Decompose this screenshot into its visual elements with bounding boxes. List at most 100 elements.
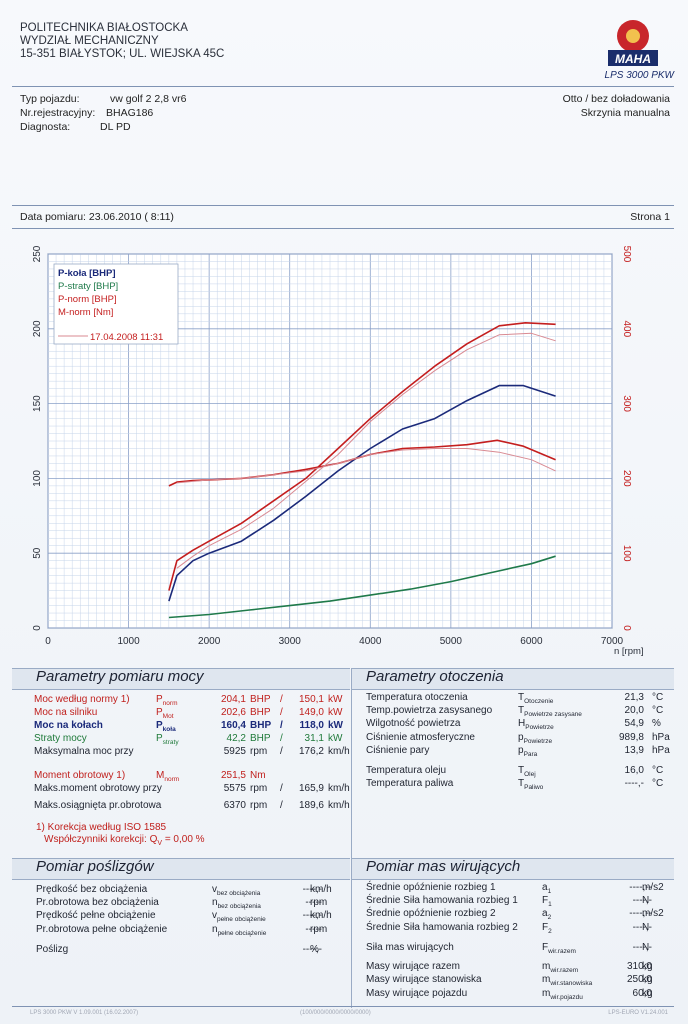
x-tick-label: 2000 [198, 636, 221, 647]
row-label: Straty mocy [34, 733, 87, 744]
row-value: ----,- [632, 942, 652, 953]
value-1: 6370 [223, 800, 246, 811]
row-label: Moment obrotowy 1) [34, 770, 126, 781]
symbol-sub: bez obciążenia [217, 903, 261, 910]
row-unit: hPa [652, 745, 670, 756]
symbol-sub: Mot [162, 713, 174, 720]
legend-entry: P-koła [BHP] [58, 268, 116, 279]
symbol-sub: Paliwo [524, 784, 544, 791]
value-1: 251,5 [220, 770, 246, 781]
column-divider [351, 668, 352, 1008]
symbol-sub: Olej [524, 771, 536, 778]
row-label: Temperatura paliwa [366, 778, 454, 789]
unit-2: km/h [328, 800, 350, 811]
symbol-main: P [156, 707, 163, 718]
symbol-sub: bez obciążenia [217, 890, 261, 897]
symbol: mwir.razem [542, 961, 578, 977]
unit-1: rpm [250, 800, 268, 811]
symbol: Pkoła [156, 720, 176, 736]
org-line-1: POLITECHNIKA BIAŁOSTOCKA [20, 22, 188, 34]
x-tick-label: 6000 [520, 636, 543, 647]
symbol: F1 [542, 895, 552, 911]
symbol-main: n [212, 924, 218, 935]
symbol: mwir.pojazdu [542, 988, 583, 1004]
row-label: Prędkość pełne obciążenie [36, 910, 156, 921]
row-label: Pr.obrotowa bez obciążenia [36, 897, 159, 908]
symbol-main: v [212, 910, 217, 921]
symbol: pPara [518, 745, 537, 761]
symbol: a1 [542, 882, 551, 898]
unit-2: km/h [328, 783, 350, 794]
row-value: ----,- [632, 922, 652, 933]
x-tick-label: 3000 [279, 636, 302, 647]
symbol: vpełne obciążenie [212, 910, 266, 926]
logo-text: MAHA [615, 52, 651, 66]
separator: / [280, 783, 283, 794]
diagnostician-label: Diagnosta: [20, 121, 71, 133]
organization-address: POLITECHNIKA BIAŁOSTOCKA WYDZIAŁ MECHANI… [20, 22, 224, 61]
symbol-sub: 2 [547, 914, 552, 921]
footer-left: LPS 3000 PKW V 1.09.001 (16.02.2007) [30, 1010, 139, 1016]
symbol-sub: 2 [548, 928, 552, 935]
row-value: 60,0 [632, 988, 652, 999]
correction-note-1: 1) Korekcja według ISO 1585 [36, 822, 167, 833]
symbol-sub: koła [162, 726, 176, 733]
row-value: 54,9 [624, 718, 644, 729]
row-unit: °C [652, 765, 664, 776]
value-2: 149,0 [298, 707, 324, 718]
row-label: Średnie opóźnienie rozbieg 1 [366, 882, 496, 893]
row-label: Temp.powietrza zasysanego [366, 705, 493, 716]
unit-1: BHP [250, 720, 272, 731]
symbol-main: P [156, 694, 163, 705]
symbol-sub: pełne obciążenie [217, 916, 266, 923]
row-label: Średnie Siła hamowania rozbieg 1 [366, 895, 518, 906]
row-label: Średnie Siła hamowania rozbieg 2 [366, 922, 518, 933]
row-label: Masy wirujące pojazdu [366, 988, 468, 999]
y-left-tick-label: 150 [32, 395, 43, 412]
row-unit: kg [642, 974, 653, 985]
registration-label: Nr.rejestracyjny: [20, 107, 96, 119]
diagnostician-value: DL PD [100, 121, 131, 133]
row-label: Masy wirujące stanowiska [366, 974, 482, 985]
mass-section-title: Pomiar mas wirujących [366, 858, 521, 875]
correction-value: = 0,00 % [164, 834, 205, 845]
symbol: TOtoczenie [518, 692, 553, 708]
row-label: Temperatura otoczenia [366, 692, 468, 703]
y-left-tick-label: 200 [32, 320, 43, 337]
unit-1: BHP [250, 733, 271, 744]
unit-1: rpm [250, 746, 268, 757]
symbol: HPowietrze [518, 718, 554, 734]
row-label: Moc na kołach [34, 720, 103, 731]
symbol-main: T [518, 705, 525, 716]
value-1: 160,4 [220, 720, 246, 731]
row-unit: km/h [310, 910, 332, 921]
row-value: ----,- [632, 895, 652, 906]
row-value: 20,0 [624, 705, 644, 716]
vehicle-type-value: vw golf 2 2,8 vr6 [110, 93, 187, 105]
symbol-sub: straty [162, 739, 179, 746]
unit-2: kW [328, 694, 343, 705]
symbol-sub: pełne obciążenie [217, 930, 267, 937]
registration-value: BHAG186 [106, 107, 154, 119]
row-value: ----- [305, 897, 322, 908]
symbol-main: F [542, 942, 549, 953]
symbol-sub: wir.razem [550, 967, 579, 974]
legend-box [53, 263, 179, 345]
footer-mid: (100/000/0000/0000/0000) [300, 1010, 371, 1016]
y-right-tick-label: 200 [621, 470, 632, 487]
symbol-main: p [518, 745, 524, 756]
row-unit: km/h [310, 884, 332, 895]
row-unit: °C [652, 692, 664, 703]
correction-note: 1) Korekcja według ISO 1585 Współczynnik… [36, 822, 205, 850]
y-right-tick-label: 0 [621, 625, 632, 631]
row-label: Prędkość bez obciążenia [36, 884, 148, 895]
symbol-main: v [212, 884, 217, 895]
row-label: Ciśnienie pary [366, 745, 430, 756]
row-value: ----,- [302, 884, 322, 895]
symbol: pPowietrze [518, 732, 552, 748]
power-section-title: Parametry pomiaru mocy [36, 668, 204, 685]
x-axis-label: n [rpm] [614, 646, 644, 657]
row-unit: hPa [652, 732, 670, 743]
symbol-main: F [542, 922, 549, 933]
symbol-main: a [542, 882, 548, 893]
